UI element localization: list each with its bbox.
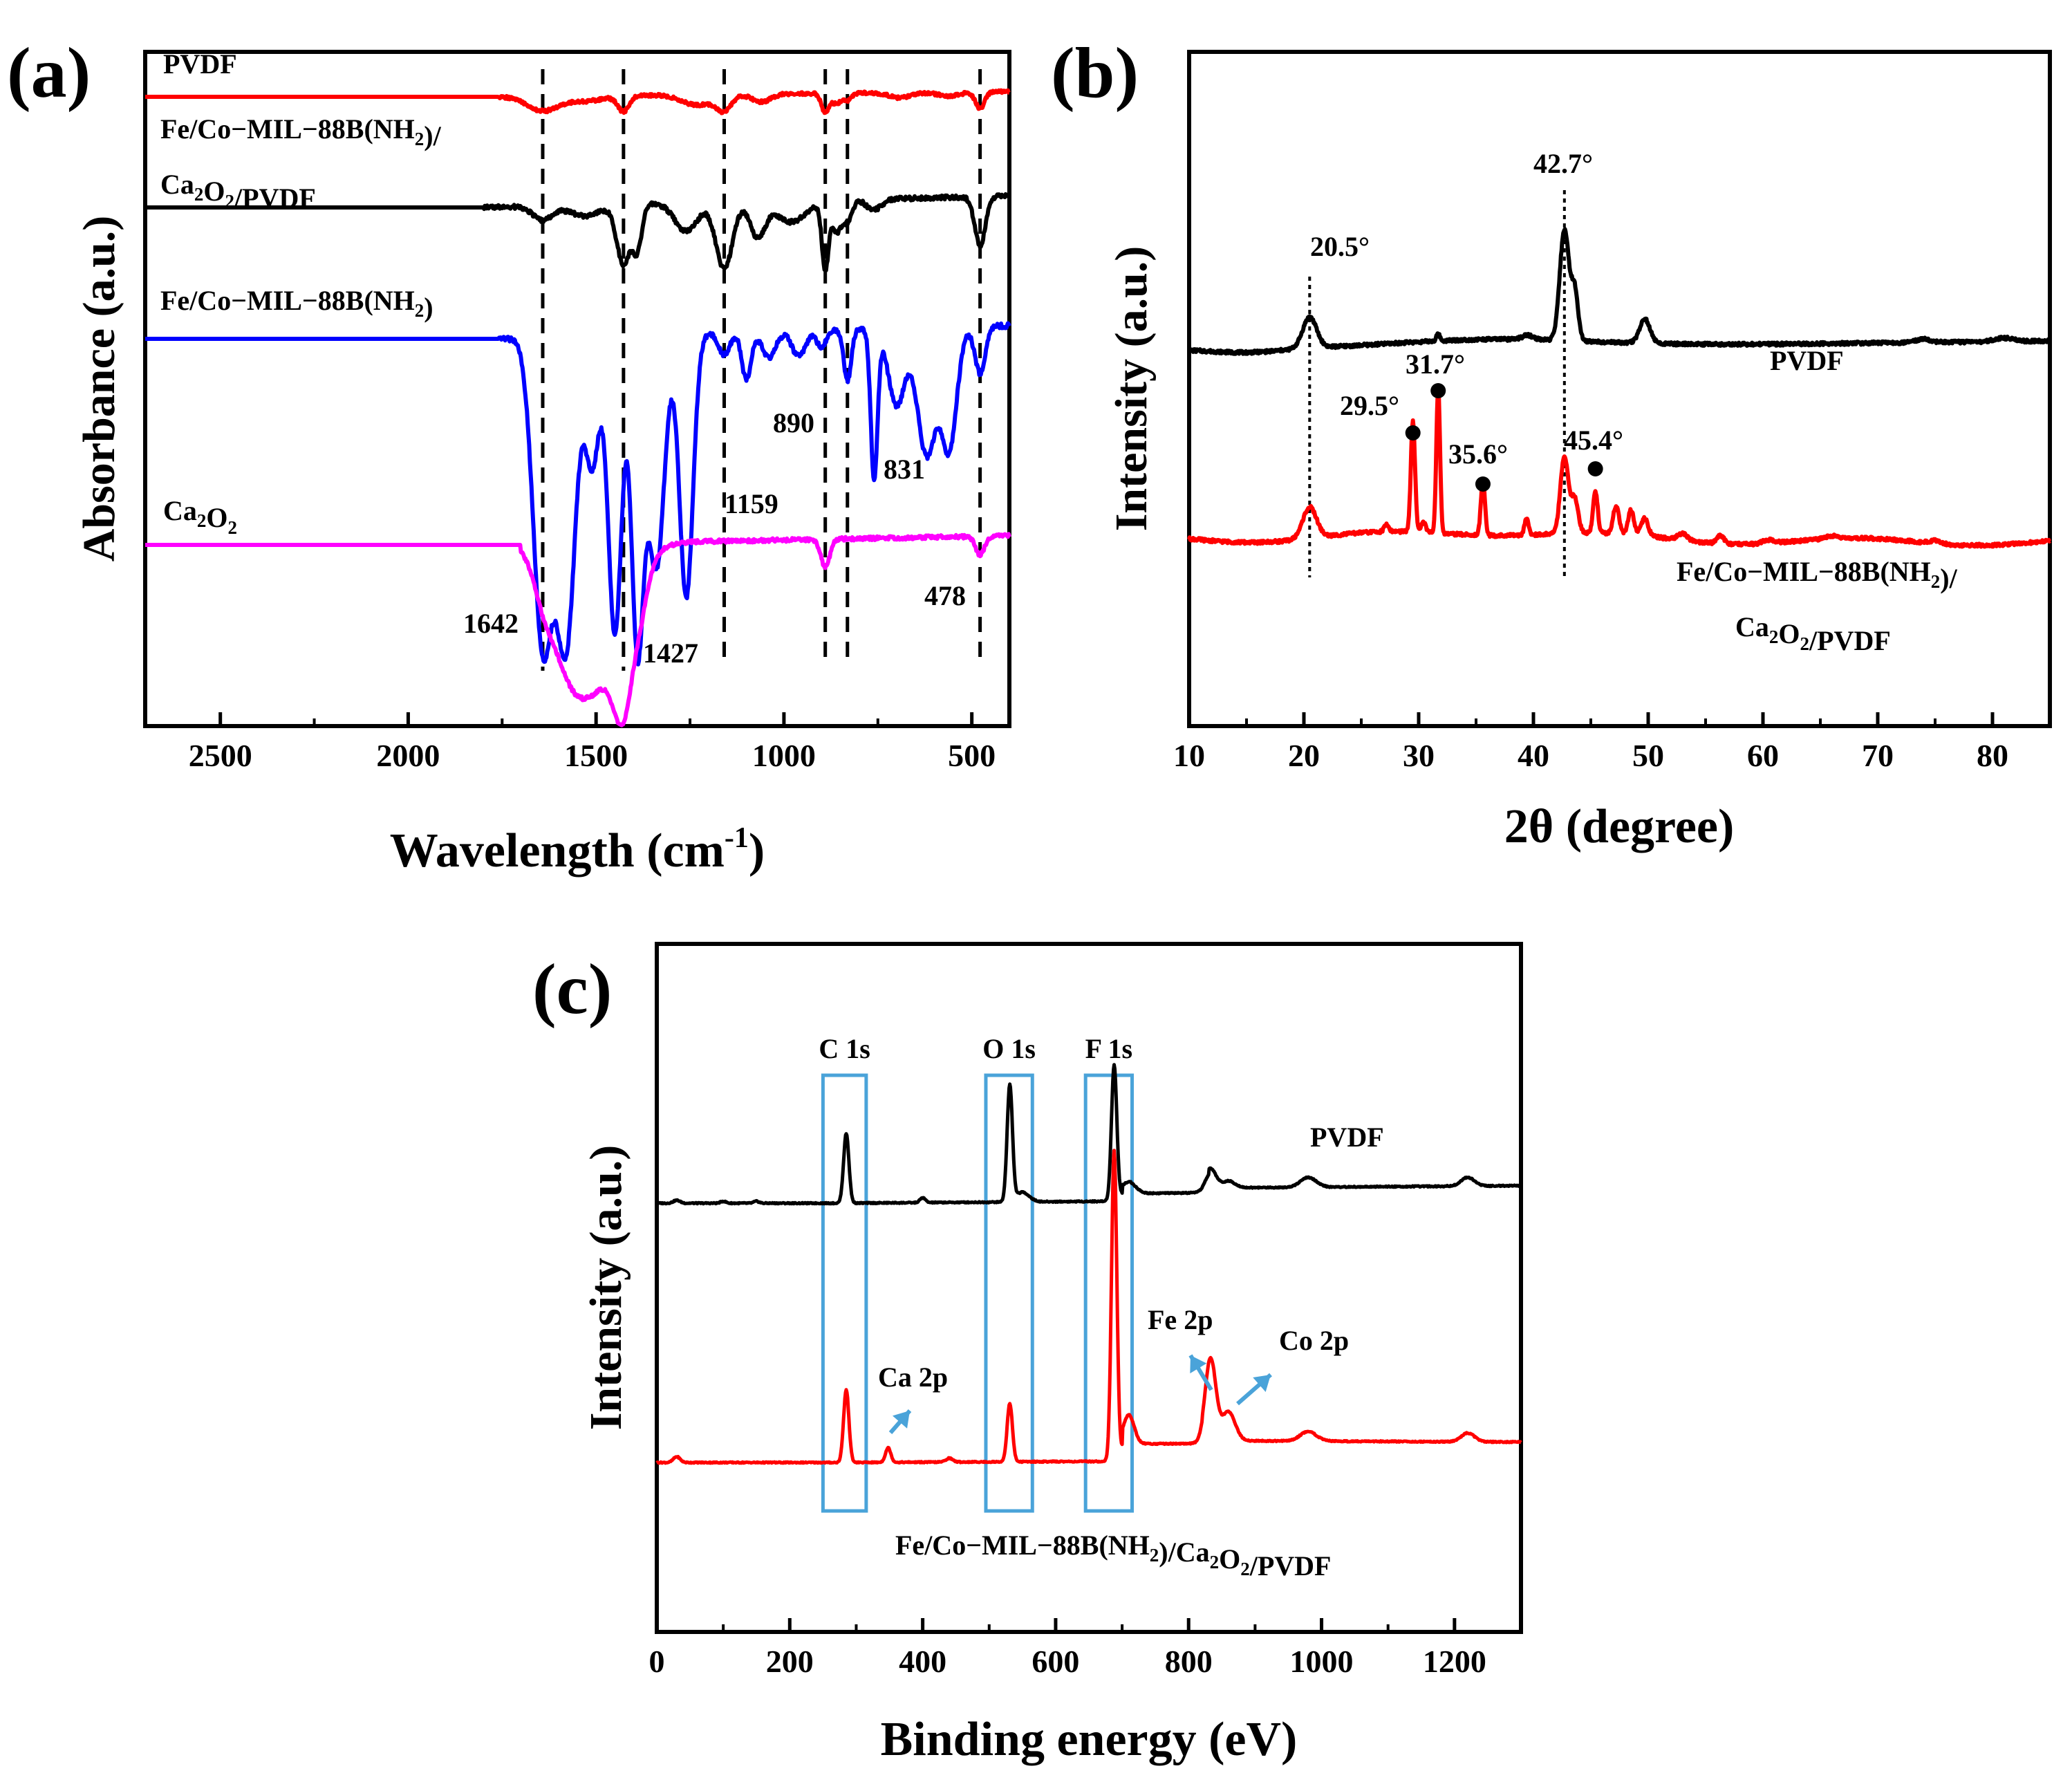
series-line-a-0	[144, 88, 1011, 115]
arrow-fe-2p-head	[1190, 1355, 1207, 1374]
peak-marker-b	[1587, 461, 1603, 476]
band-label-1427: 1427	[643, 638, 698, 669]
series-line-c-1	[655, 1149, 1522, 1465]
peak-marker-b	[1405, 425, 1421, 440]
series-line-a-3	[144, 532, 1011, 727]
series-line-a-1	[144, 192, 1011, 272]
panel-label-c: (c)	[532, 949, 612, 1029]
x-axis-a: 2500 2000 1500 1000 500	[189, 712, 996, 773]
series-line-b-0	[1187, 227, 2052, 356]
peak-label-b: 42.7°	[1533, 148, 1593, 179]
element-box-c	[821, 1073, 868, 1513]
x-axis-title-a: Wavelength (cm-1)	[390, 822, 765, 878]
band-label-1159: 1159	[725, 488, 778, 519]
x-tick-label-c: 0	[649, 1644, 665, 1679]
x-axis-title-b: 2θ (degree)	[1504, 800, 1735, 853]
x-axis-b: 10 20 30 40 50 60 70 80	[1173, 712, 2008, 773]
x-tick-label-b: 80	[1977, 738, 2008, 773]
x-tick-label-b: 20	[1288, 738, 1320, 773]
series-line-a-2	[144, 321, 1011, 667]
annotations-c: C 1s O 1s F 1s Ca 2p Fe 2p Co 2p PVDF Fe/Co−MIL…	[819, 1033, 1383, 1581]
x-tick-label-a: 500	[948, 738, 996, 773]
annotations-a: PVDF Fe/Co−MIL−88B(NH2)/ Ca2O2/PVDF Fe/Co−M…	[160, 48, 966, 669]
legend-label-ca2o2-a: Ca2O2	[163, 495, 237, 538]
element-box-label-c: F 1s	[1085, 1033, 1133, 1064]
peak-marker-b	[1475, 476, 1491, 492]
arrow-ca-2p-head	[892, 1411, 910, 1429]
panel-b: (b) 10 20 30 40 50 60 70 80 20.5° 42.7° 29.5°31.7…	[1051, 33, 2052, 853]
annotations-b: 20.5° 42.7° 29.5°31.7° 35.6° 45.4° PVDF Fe/Co−…	[1310, 148, 1958, 656]
peak-guides-b	[1308, 190, 1566, 577]
series-line-b-1	[1187, 387, 2052, 549]
element-box-c	[1083, 1073, 1134, 1513]
peak-label-b: 35.6°	[1448, 438, 1508, 470]
band-label-478: 478	[924, 580, 966, 611]
panel-label-a: (a)	[7, 33, 91, 113]
peak-label-b: 31.7°	[1406, 349, 1465, 380]
peak-label-b: 29.5°	[1340, 390, 1399, 421]
band-label-1642: 1642	[463, 608, 519, 639]
legend-label-composite-c: Fe/Co−MIL−88B(NH2)/Ca2O2/PVDF	[895, 1530, 1332, 1581]
x-tick-label-a: 2500	[189, 738, 252, 773]
peak-label-b: 45.4°	[1564, 425, 1623, 456]
x-tick-label-a: 1500	[564, 738, 628, 773]
plot-frame-c	[655, 942, 1523, 1634]
x-tick-label-c: 600	[1032, 1644, 1079, 1679]
x-tick-label-b: 40	[1518, 738, 1549, 773]
panel-label-b: (b)	[1051, 33, 1139, 113]
x-tick-label-a: 2000	[376, 738, 440, 773]
element-box-c	[984, 1073, 1034, 1513]
band-guides-a	[541, 69, 982, 671]
peak-label-co-2p: Co 2p	[1279, 1325, 1349, 1356]
peak-label-fe-2p: Fe 2p	[1148, 1304, 1213, 1335]
element-box-label-c: O 1s	[982, 1033, 1036, 1064]
y-axis-title-a: Absorbance (a.u.)	[74, 216, 124, 562]
legend-label-composite-a-1: Fe/Co−MIL−88B(NH2)/	[160, 113, 442, 151]
x-tick-label-b: 70	[1862, 738, 1894, 773]
x-tick-label-a: 1000	[752, 738, 816, 773]
legend-label-mof-a: Fe/Co−MIL−88B(NH2)	[160, 285, 433, 323]
band-label-831: 831	[884, 454, 925, 485]
x-axis-c: 0 200 400 600 800 1000 1200	[649, 1618, 1486, 1679]
series-line-c-0	[655, 1063, 1522, 1206]
plot-frame-a	[143, 50, 1011, 728]
x-tick-label-b: 60	[1747, 738, 1779, 773]
peak-label-ca-2p: Ca 2p	[878, 1362, 948, 1393]
legend-label-pvdf-a: PVDF	[163, 48, 237, 80]
panel-c: (c) 0 200 400 600 800 1000 1200 C 1s O 1s F 1s Ca…	[532, 942, 1523, 1766]
peak-marker-b	[1430, 383, 1446, 398]
arrow-co-2p-head	[1253, 1375, 1271, 1393]
legend-label-pvdf-b: PVDF	[1770, 345, 1844, 376]
series-group-a	[144, 88, 1011, 727]
x-tick-label-c: 800	[1165, 1644, 1213, 1679]
x-tick-label-c: 200	[766, 1644, 814, 1679]
x-tick-label-c: 1000	[1290, 1644, 1354, 1679]
x-tick-label-b: 10	[1173, 738, 1205, 773]
x-tick-label-c: 1200	[1423, 1644, 1486, 1679]
peak-label-b: 20.5°	[1310, 231, 1370, 262]
x-tick-label-c: 400	[899, 1644, 946, 1679]
series-group-c	[655, 1063, 1522, 1465]
legend-label-composite-a-2: Ca2O2/PVDF	[160, 169, 316, 214]
legend-label-pvdf-c: PVDF	[1310, 1122, 1384, 1153]
x-tick-label-b: 50	[1632, 738, 1664, 773]
band-label-890: 890	[773, 407, 814, 438]
x-axis-title-c: Binding energy (eV)	[881, 1713, 1298, 1766]
series-group-b	[1187, 227, 2052, 549]
panel-a: (a) 2500 2000 1500 1000 500 PVDF Fe/Co−MIL−88…	[7, 33, 1011, 878]
plot-frame-b	[1187, 50, 2052, 728]
x-tick-label-b: 30	[1403, 738, 1435, 773]
y-axis-title-c: Intensity (a.u.)	[581, 1145, 631, 1431]
legend-label-composite-b-2: Ca2O2/PVDF	[1735, 611, 1891, 656]
legend-label-composite-b-1: Fe/Co−MIL−88B(NH2)/	[1677, 556, 1958, 594]
element-box-label-c: C 1s	[819, 1033, 870, 1064]
y-axis-title-b: Intensity (a.u.)	[1106, 246, 1157, 532]
element-boxes-c	[821, 1073, 1134, 1513]
